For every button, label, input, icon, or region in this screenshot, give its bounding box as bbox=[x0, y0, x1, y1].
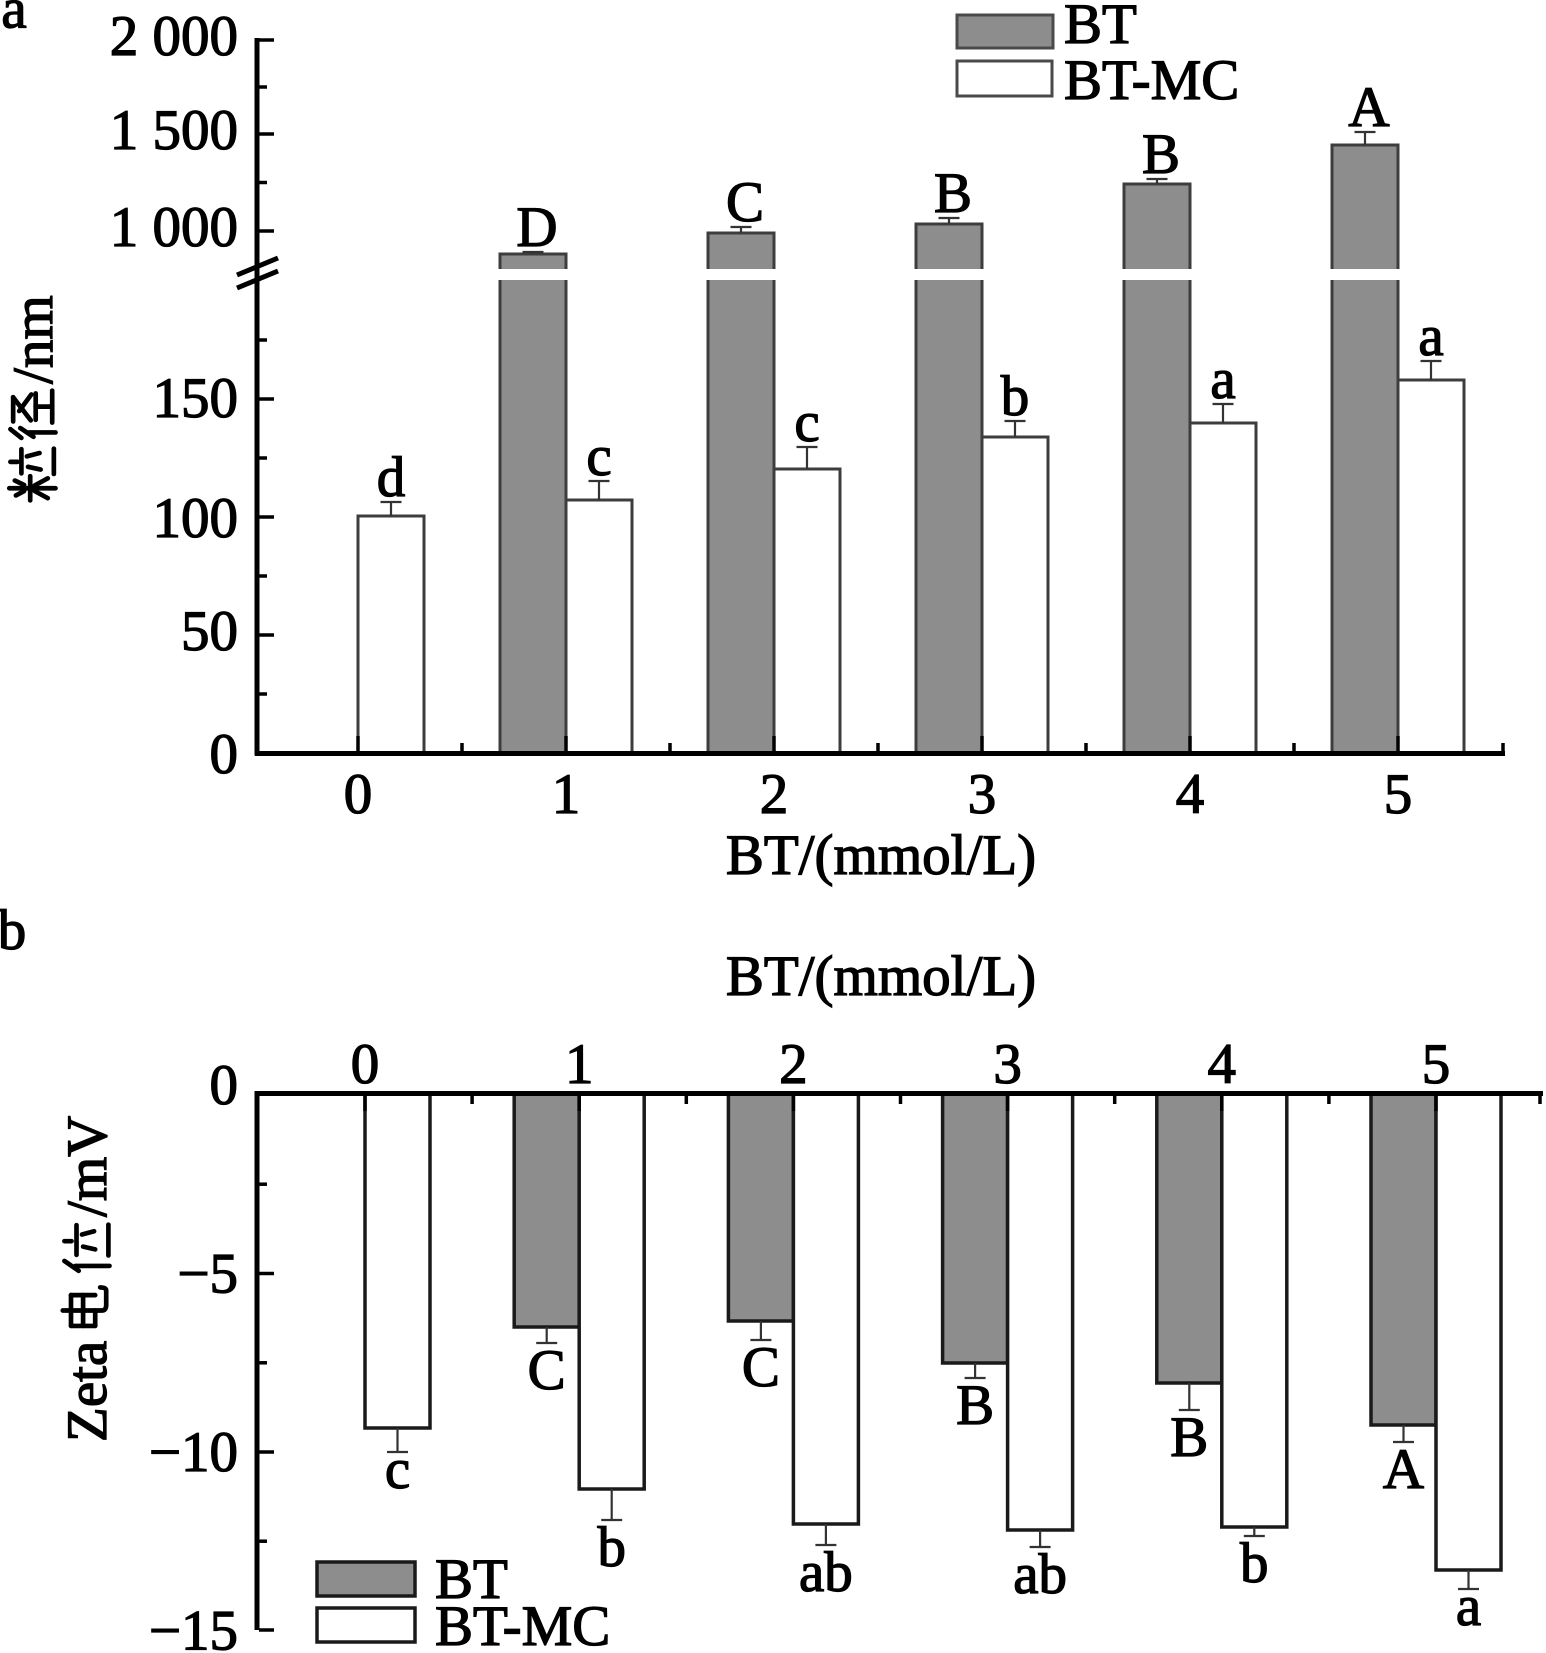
svg-text:1: 1 bbox=[565, 1033, 594, 1096]
svg-text:b: b bbox=[1001, 365, 1030, 428]
svg-text:a: a bbox=[1210, 348, 1235, 411]
svg-text:−5: −5 bbox=[177, 1243, 238, 1306]
svg-text:C: C bbox=[742, 1336, 780, 1399]
svg-text:A: A bbox=[1383, 1438, 1424, 1501]
svg-text:Zeta: Zeta bbox=[56, 1341, 119, 1442]
svg-text:B: B bbox=[1170, 1406, 1208, 1469]
svg-text:4: 4 bbox=[1176, 763, 1205, 826]
svg-text:0: 0 bbox=[344, 763, 373, 826]
svg-text:100: 100 bbox=[153, 487, 239, 550]
svg-text:4: 4 bbox=[1208, 1033, 1237, 1096]
svg-text:ab: ab bbox=[1013, 1543, 1067, 1606]
svg-text:0: 0 bbox=[210, 723, 239, 786]
svg-text:A: A bbox=[1348, 76, 1389, 139]
svg-text:B: B bbox=[934, 162, 972, 225]
svg-text:−10: −10 bbox=[149, 1421, 238, 1484]
svg-text:−15: −15 bbox=[149, 1600, 238, 1653]
svg-text:D: D bbox=[516, 196, 557, 259]
svg-text:5: 5 bbox=[1422, 1033, 1451, 1096]
svg-text:150: 150 bbox=[153, 367, 239, 430]
svg-text:c: c bbox=[385, 1438, 410, 1501]
svg-text:1 500: 1 500 bbox=[110, 99, 238, 162]
svg-text:3: 3 bbox=[993, 1033, 1022, 1096]
svg-text:1: 1 bbox=[552, 763, 581, 826]
svg-text:BT-MC: BT-MC bbox=[1064, 49, 1239, 112]
svg-text:/nm: /nm bbox=[2, 295, 65, 384]
svg-text:0: 0 bbox=[351, 1033, 380, 1096]
svg-text:c: c bbox=[586, 425, 611, 488]
svg-text:BT: BT bbox=[1064, 0, 1137, 56]
svg-text:BT/(mmol/L): BT/(mmol/L) bbox=[726, 824, 1036, 887]
svg-text:b: b bbox=[597, 1516, 626, 1579]
svg-text:C: C bbox=[528, 1339, 566, 1402]
svg-text:a: a bbox=[1418, 305, 1443, 368]
svg-text:C: C bbox=[726, 171, 764, 234]
svg-text:a: a bbox=[1456, 1575, 1481, 1638]
svg-text:1 000: 1 000 bbox=[110, 196, 238, 259]
svg-text:3: 3 bbox=[968, 763, 997, 826]
svg-text:BT/(mmol/L): BT/(mmol/L) bbox=[726, 945, 1036, 1008]
svg-text:b: b bbox=[1240, 1532, 1269, 1595]
svg-text:ab: ab bbox=[799, 1541, 853, 1604]
svg-text:a: a bbox=[1, 0, 26, 41]
svg-text:2: 2 bbox=[760, 763, 789, 826]
svg-text:d: d bbox=[377, 446, 406, 509]
svg-text:2 000: 2 000 bbox=[110, 5, 238, 68]
svg-text:BT-MC: BT-MC bbox=[435, 1595, 610, 1653]
svg-text:50: 50 bbox=[181, 600, 238, 663]
svg-text:B: B bbox=[1142, 123, 1180, 186]
svg-text:BT: BT bbox=[435, 1548, 508, 1611]
svg-text:5: 5 bbox=[1384, 763, 1413, 826]
svg-text:/mV: /mV bbox=[56, 1116, 119, 1217]
svg-text:b: b bbox=[0, 899, 26, 962]
svg-text:c: c bbox=[794, 391, 819, 454]
svg-text:0: 0 bbox=[210, 1054, 239, 1117]
svg-text:B: B bbox=[956, 1374, 994, 1437]
svg-text:2: 2 bbox=[779, 1033, 808, 1096]
